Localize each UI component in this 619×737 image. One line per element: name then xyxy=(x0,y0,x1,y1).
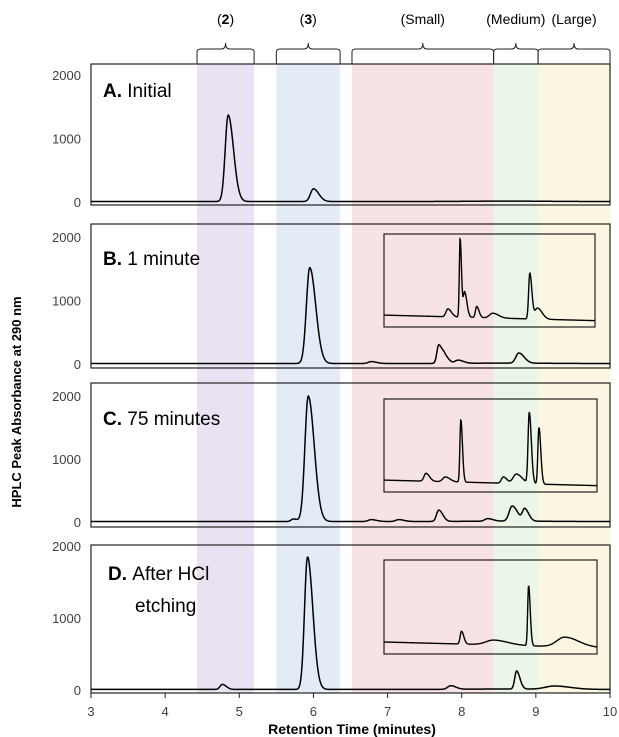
inset-trace-B xyxy=(383,236,596,322)
panel-frame-C xyxy=(90,382,611,528)
inset-frame-B xyxy=(383,233,596,328)
region-band-2 xyxy=(351,64,494,693)
region-bracket-3 xyxy=(493,42,539,64)
x-tick-label-4: 7 xyxy=(384,704,391,719)
region-band-4 xyxy=(538,64,610,693)
trace-A xyxy=(91,113,610,203)
trace-B xyxy=(91,266,610,365)
panel-A: 0 1000 2000 A. Initial xyxy=(52,63,611,210)
y-tick-label-B-1: 1000 xyxy=(52,294,81,309)
x-axis-label: Retention Time (minutes) xyxy=(268,721,436,737)
y-axis-label: HPLC Peak Absorbance at 290 nm xyxy=(9,296,24,507)
region-band-1 xyxy=(276,64,341,693)
y-tick-label-A-0: 0 xyxy=(74,195,81,210)
region-band-3 xyxy=(493,64,539,693)
region-label-2: (Small) xyxy=(401,11,445,27)
panel-label-line2-D: etching xyxy=(135,596,196,617)
y-tick-label-A-2: 2000 xyxy=(52,68,81,83)
region-brackets: (2) (3) (Small) (Medium) (Large) xyxy=(196,11,611,64)
panel-B: 0 1000 2000 B. 1 minute xyxy=(52,223,611,372)
inset-trace-C xyxy=(383,411,598,487)
region-label-1: (3) xyxy=(300,11,317,27)
y-tick-label-D-2: 2000 xyxy=(52,539,81,554)
inset-D xyxy=(383,559,598,655)
panel-frame-D xyxy=(90,544,611,694)
inset-frame-C xyxy=(383,398,598,493)
y-tick-label-C-0: 0 xyxy=(74,515,81,530)
y-tick-label-B-0: 0 xyxy=(74,357,81,372)
panel-label-C: C. 75 minutes xyxy=(103,409,220,430)
inset-C xyxy=(383,398,598,493)
panel-C: 0 1000 2000 C. 75 minutes xyxy=(52,382,611,530)
inset-trace-D xyxy=(383,585,598,648)
region-bracket-4 xyxy=(537,42,611,64)
region-label-4: (Large) xyxy=(551,11,596,27)
y-tick-label-C-2: 2000 xyxy=(52,389,81,404)
panel-frame-A xyxy=(90,63,611,206)
x-tick-label-2: 5 xyxy=(236,704,243,719)
region-label-3: (Medium) xyxy=(486,11,545,27)
y-tick-label-A-1: 1000 xyxy=(52,132,81,147)
panel-label-B: B. 1 minute xyxy=(103,249,200,270)
region-band-0 xyxy=(197,64,255,693)
x-axis: 3 4 5 6 7 8 9 10 xyxy=(87,693,617,719)
region-bracket-1 xyxy=(275,42,341,64)
panel-label-A: A. Initial xyxy=(103,81,172,102)
x-tick-label-5: 8 xyxy=(458,704,465,719)
y-tick-label-D-1: 1000 xyxy=(52,611,81,626)
region-bracket-2 xyxy=(351,42,495,64)
y-tick-label-D-0: 0 xyxy=(74,683,81,698)
y-tick-label-B-2: 2000 xyxy=(52,230,81,245)
inset-frame-D xyxy=(383,559,598,655)
x-tick-label-6: 9 xyxy=(532,704,539,719)
trace-D xyxy=(91,556,610,691)
region-bracket-0 xyxy=(196,42,255,64)
region-label-0: (2) xyxy=(217,11,234,27)
panel-label-D: D. After HCl xyxy=(108,564,209,585)
x-tick-label-7: 10 xyxy=(603,704,617,719)
panel-D: 0 1000 2000 D. After HCl etching xyxy=(52,539,611,698)
x-tick-label-1: 4 xyxy=(162,704,169,719)
inset-B xyxy=(383,233,596,328)
retention-regions xyxy=(197,64,610,693)
trace-C xyxy=(91,394,610,523)
x-tick-label-0: 3 xyxy=(87,704,94,719)
y-tick-label-C-1: 1000 xyxy=(52,452,81,467)
x-tick-label-3: 6 xyxy=(310,704,317,719)
panel-frame-B xyxy=(90,223,611,369)
